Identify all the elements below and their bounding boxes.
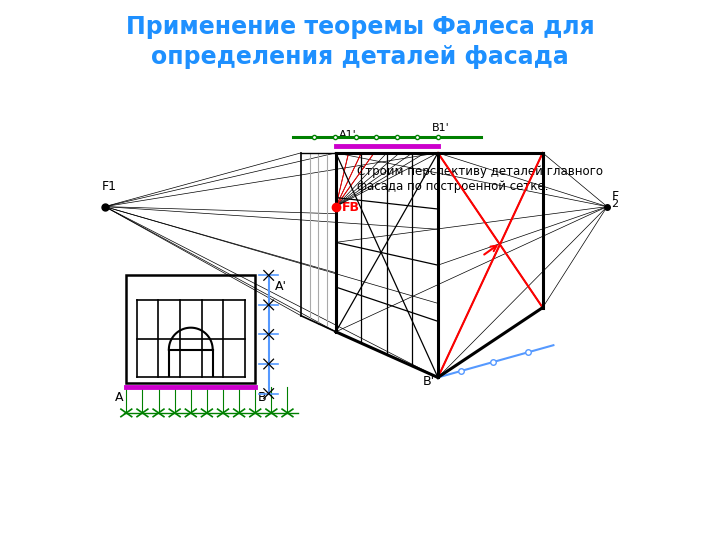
Text: F: F: [611, 191, 618, 204]
Text: A1': A1': [338, 130, 356, 140]
Text: Строим перспективу деталей главного
фасада по построенной сетке.: Строим перспективу деталей главного фаса…: [357, 165, 603, 193]
Text: A': A': [275, 280, 287, 293]
Text: F1: F1: [102, 180, 117, 193]
Text: A: A: [115, 392, 124, 404]
Text: FB: FB: [342, 201, 360, 214]
Text: B': B': [423, 375, 435, 388]
Text: Применение теоремы Фалеса для
определения деталей фасада: Применение теоремы Фалеса для определени…: [125, 15, 595, 69]
Text: B1': B1': [432, 123, 449, 133]
Text: 2: 2: [611, 199, 618, 210]
Text: B: B: [258, 392, 266, 404]
Bar: [126, 275, 256, 383]
